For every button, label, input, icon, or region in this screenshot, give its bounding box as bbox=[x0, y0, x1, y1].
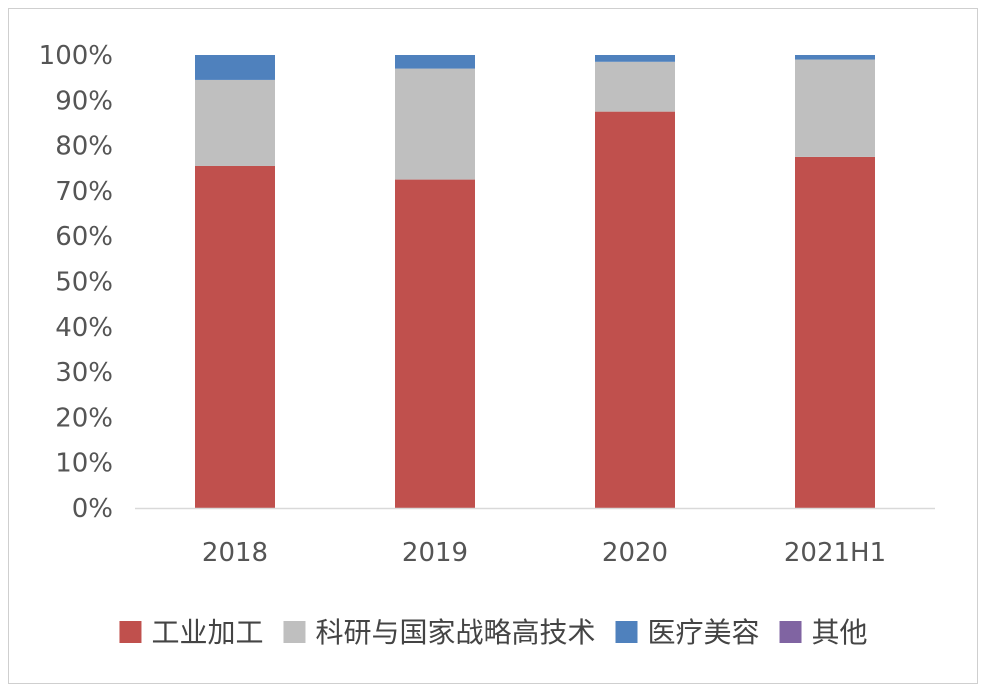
bar-segment-2018-0 bbox=[195, 165, 275, 509]
bar-segment-2018-2 bbox=[195, 55, 275, 80]
bar-segment-2021H1-0 bbox=[795, 156, 875, 509]
x-tick-label: 2018 bbox=[202, 538, 268, 568]
y-axis: 0% 10% 20% 30% 40% 50% 60% 70% 80% 90% 100% bbox=[39, 41, 113, 524]
y-tick-label: 10% bbox=[55, 449, 113, 479]
x-tick-label: 2019 bbox=[402, 538, 468, 568]
legend-label: 科研与国家战略高技术 bbox=[315, 616, 595, 649]
legend-entry: 医疗美容 bbox=[615, 616, 760, 649]
legend-label: 医疗美容 bbox=[648, 616, 760, 649]
legend-entry: 工业加工 bbox=[119, 616, 263, 649]
bar-segment-2019-2 bbox=[395, 55, 475, 69]
legend-swatch bbox=[283, 621, 306, 643]
legend-label: 其他 bbox=[812, 616, 868, 649]
y-tick-label: 80% bbox=[55, 132, 113, 162]
y-tick-label: 30% bbox=[55, 358, 113, 388]
legend-swatch bbox=[615, 621, 638, 643]
bar-segment-2021H1-2 bbox=[795, 55, 875, 60]
legend-label: 工业加工 bbox=[151, 616, 263, 649]
bar-segment-2020-1 bbox=[595, 61, 675, 112]
y-tick-label: 100% bbox=[39, 41, 113, 71]
x-axis: 2018 2019 2020 2021H1 bbox=[202, 538, 886, 568]
legend-entry: 科研与国家战略高技术 bbox=[283, 616, 596, 649]
legend-entry: 其他 bbox=[779, 616, 868, 649]
legend: 工业加工 科研与国家战略高技术 医疗美容 其他 bbox=[119, 616, 868, 649]
bar-segment-2018-1 bbox=[195, 79, 275, 166]
legend-swatch bbox=[779, 621, 802, 643]
bar-segment-2020-2 bbox=[595, 55, 675, 62]
y-tick-label: 50% bbox=[55, 268, 113, 298]
bar-segment-2021H1-1 bbox=[795, 59, 875, 157]
y-tick-label: 70% bbox=[55, 177, 113, 207]
legend-swatch bbox=[119, 621, 142, 643]
bar-segment-2019-0 bbox=[395, 179, 475, 508]
y-tick-label: 40% bbox=[55, 313, 113, 343]
y-tick-label: 90% bbox=[55, 86, 113, 116]
y-tick-label: 20% bbox=[55, 403, 113, 433]
y-tick-label: 0% bbox=[72, 494, 113, 524]
bar-segment-2020-0 bbox=[595, 111, 675, 508]
x-tick-label: 2020 bbox=[602, 538, 668, 568]
bars bbox=[195, 55, 875, 509]
y-tick-label: 60% bbox=[55, 222, 113, 252]
x-tick-label: 2021H1 bbox=[784, 538, 886, 568]
bar-segment-2019-1 bbox=[395, 68, 475, 180]
